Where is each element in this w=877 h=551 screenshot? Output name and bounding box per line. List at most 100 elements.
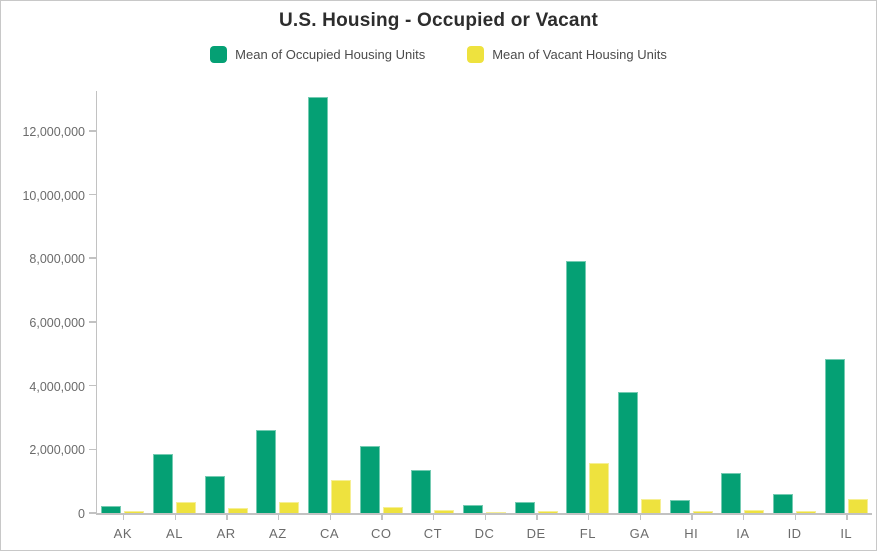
bar-occupied-IL[interactable] <box>824 358 845 513</box>
x-axis-label-IA: IA <box>736 526 750 541</box>
category-group-CA: CA <box>304 91 356 541</box>
x-axis-label-CT: CT <box>423 526 443 541</box>
y-axis-label: 2,000,000 <box>29 443 85 458</box>
bar-vacant-FL[interactable] <box>589 462 610 513</box>
bar-vacant-IL[interactable] <box>847 498 868 513</box>
y-axis-label: 8,000,000 <box>29 252 85 267</box>
x-axis-tick <box>794 515 797 520</box>
category-group-AR: AR <box>200 91 252 541</box>
y-axis-tick <box>89 384 96 387</box>
x-axis-label-DC: DC <box>474 526 495 541</box>
bar-occupied-AL[interactable] <box>153 454 173 513</box>
category-group-IA: IA <box>717 91 769 541</box>
x-axis-tick <box>277 515 280 520</box>
legend-label: Mean of Vacant Housing Units <box>492 47 667 62</box>
bar-occupied-FL[interactable] <box>566 261 587 513</box>
legend: Mean of Occupied Housing Units Mean of Va… <box>1 46 876 63</box>
x-axis-label-CO: CO <box>370 526 392 541</box>
bar-occupied-GA[interactable] <box>618 391 639 513</box>
x-axis-tick <box>846 515 848 520</box>
plot-area: AK AL AR AZ CA CO CT DC DE FL GA HI IA ID IL 0 2,000,00… <box>22 91 872 541</box>
x-axis-label-HI: HI <box>684 526 699 541</box>
y-axis-label: 4,000,000 <box>29 379 85 394</box>
legend-swatch-vacant <box>467 46 485 63</box>
bar-occupied-HI[interactable] <box>669 499 690 513</box>
bar-occupied-AZ[interactable] <box>256 430 277 513</box>
x-axis-tick <box>432 515 435 520</box>
bar-occupied-AR[interactable] <box>204 476 225 513</box>
bar-occupied-CT[interactable] <box>411 470 432 513</box>
bar-vacant-AZ[interactable] <box>279 501 300 513</box>
bar-vacant-DC[interactable] <box>486 512 507 513</box>
x-axis-label-ID: ID <box>787 526 802 541</box>
bar-occupied-CA[interactable] <box>308 97 329 513</box>
bar-vacant-CA[interactable] <box>331 479 352 513</box>
y-axis-label: 10,000,000 <box>22 188 85 203</box>
y-axis-tick <box>89 130 96 132</box>
category-group-GA: GA <box>614 91 666 541</box>
x-axis-label-GA: GA <box>629 526 650 541</box>
category-group-AZ: AZ <box>252 91 304 541</box>
category-group-FL: FL <box>562 91 614 541</box>
category-group-DE: DE <box>510 91 562 541</box>
legend-swatch-occupied <box>210 46 228 63</box>
bar-vacant-ID[interactable] <box>796 510 817 513</box>
x-axis-tick <box>329 515 332 520</box>
x-axis-label-AZ: AZ <box>269 526 287 541</box>
category-group-AL: AL <box>149 91 201 541</box>
category-group-DC: DC <box>459 91 511 541</box>
x-axis-tick <box>587 515 590 520</box>
x-axis-tick <box>122 515 125 520</box>
bar-occupied-DC[interactable] <box>463 505 484 513</box>
category-group-CO: CO <box>355 91 407 541</box>
x-axis-label-IL: IL <box>840 526 853 541</box>
bar-occupied-IA[interactable] <box>721 473 742 513</box>
bar-vacant-HI[interactable] <box>692 511 713 513</box>
bar-vacant-AL[interactable] <box>176 501 196 513</box>
x-axis-label-FL: FL <box>579 526 596 541</box>
category-group-HI: HI <box>665 91 717 541</box>
x-axis-label-AL: AL <box>166 526 183 541</box>
x-axis-label-DE: DE <box>526 526 546 541</box>
y-axis-tick <box>89 448 96 451</box>
bar-vacant-AR[interactable] <box>227 507 248 513</box>
category-group-AK: AK <box>97 91 149 541</box>
y-axis-tick <box>89 193 96 196</box>
x-axis-tick <box>742 515 745 520</box>
y-axis-tick <box>89 321 96 323</box>
bar-occupied-CO[interactable] <box>359 446 380 513</box>
x-axis-label-CA: CA <box>319 526 340 541</box>
bar-vacant-GA[interactable] <box>641 498 662 513</box>
y-axis-tick <box>89 512 96 514</box>
bar-vacant-CO[interactable] <box>382 507 403 513</box>
legend-item-occupied[interactable]: Mean of Occupied Housing Units <box>210 46 425 63</box>
category-group-ID: ID <box>769 91 821 541</box>
bar-groups: AK AL AR AZ CA CO CT DC DE FL GA HI IA ID IL <box>97 91 872 541</box>
category-group-IL: IL <box>820 91 872 541</box>
y-axis-tick <box>89 257 96 259</box>
y-axis-label: 12,000,000 <box>22 124 85 139</box>
x-axis-tick <box>639 515 642 520</box>
x-axis-tick <box>484 515 487 520</box>
bar-occupied-AK[interactable] <box>101 505 122 513</box>
bar-vacant-DE[interactable] <box>537 511 558 513</box>
bar-vacant-IA[interactable] <box>744 509 765 513</box>
x-axis-tick <box>691 515 693 520</box>
legend-label: Mean of Occupied Housing Units <box>235 47 426 62</box>
legend-item-vacant[interactable]: Mean of Vacant Housing Units <box>467 46 667 63</box>
x-axis-tick <box>536 515 538 520</box>
y-axis-label: 0 <box>78 507 85 521</box>
x-axis-label-AR: AR <box>216 526 236 541</box>
x-axis-tick <box>381 515 383 520</box>
x-axis-tick <box>226 515 228 520</box>
bar-vacant-CT[interactable] <box>434 509 455 513</box>
bar-occupied-ID[interactable] <box>773 494 794 513</box>
y-axis-label: 6,000,000 <box>29 315 85 330</box>
x-axis-tick <box>174 515 176 520</box>
x-axis-label-AK: AK <box>113 526 132 541</box>
category-group-CT: CT <box>407 91 459 541</box>
bar-occupied-DE[interactable] <box>514 501 535 513</box>
chart-title: U.S. Housing - Occupied or Vacant <box>278 10 599 31</box>
bar-vacant-AK[interactable] <box>124 511 145 513</box>
